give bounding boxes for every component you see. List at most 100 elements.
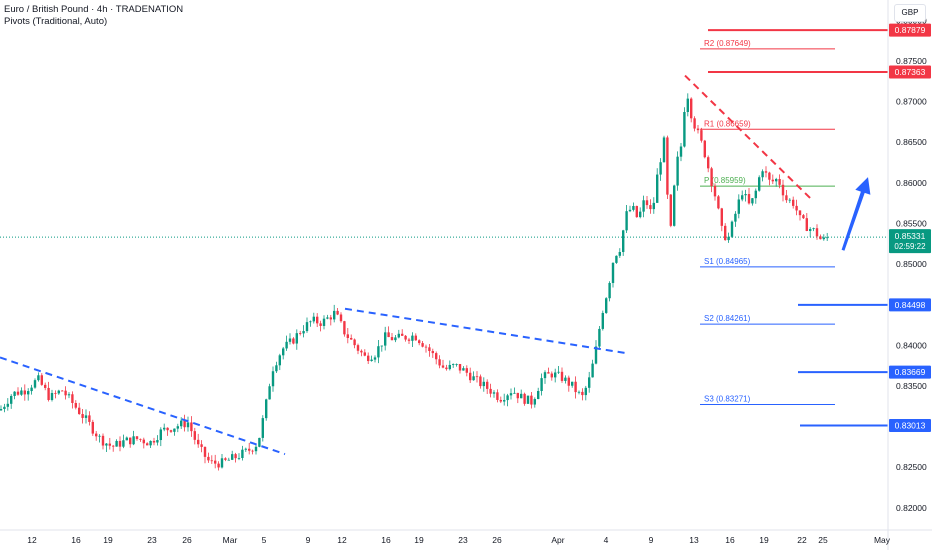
candle-body bbox=[482, 381, 485, 387]
candle-body bbox=[98, 435, 101, 437]
candle-body bbox=[642, 200, 645, 212]
candle-body bbox=[724, 225, 727, 241]
candles bbox=[0, 93, 829, 471]
x-tick-label: 25 bbox=[818, 535, 828, 545]
candle-body bbox=[78, 407, 81, 415]
candle-body bbox=[713, 186, 717, 197]
currency-button[interactable]: GBP bbox=[894, 4, 926, 22]
candle-body bbox=[234, 454, 237, 459]
candle-body bbox=[696, 128, 700, 131]
candle-body bbox=[88, 415, 91, 422]
pivot-label: S3 (0.83271) bbox=[704, 394, 751, 403]
x-tick-label: 4 bbox=[604, 535, 609, 545]
candle-body bbox=[737, 199, 740, 214]
candle-body bbox=[367, 355, 370, 362]
horizontal-levels bbox=[0, 29, 888, 427]
candle-body bbox=[309, 321, 312, 323]
candle-body bbox=[360, 350, 363, 353]
candle-body bbox=[44, 384, 47, 388]
candle-body bbox=[407, 339, 411, 341]
candle-body bbox=[656, 174, 659, 203]
candle-body bbox=[550, 373, 553, 378]
candle-body bbox=[503, 400, 506, 402]
candle-body bbox=[601, 312, 604, 329]
y-tick-label: 0.84000 bbox=[896, 340, 927, 350]
candle-body bbox=[139, 438, 142, 440]
candle-body bbox=[635, 206, 638, 218]
candle-body bbox=[135, 436, 139, 439]
candle-body bbox=[186, 422, 190, 428]
candle-body bbox=[659, 162, 662, 175]
candle-body bbox=[764, 171, 768, 173]
candle-body bbox=[414, 335, 417, 341]
candle-body bbox=[564, 377, 567, 381]
up-arrow-icon bbox=[841, 177, 871, 251]
candle-body bbox=[346, 334, 349, 338]
candle-body bbox=[492, 392, 496, 394]
x-tick-label: 13 bbox=[689, 535, 699, 545]
candle-body bbox=[452, 364, 455, 365]
candle-body bbox=[401, 333, 404, 336]
candle-body bbox=[788, 199, 791, 201]
candle-body bbox=[3, 406, 6, 410]
candle-body bbox=[533, 399, 536, 405]
candle-body bbox=[628, 209, 632, 212]
candle-body bbox=[557, 371, 560, 373]
time-axis[interactable]: 12 16 19 23 26 Mar 5 9 12 16 19 23 26 Apr 4 9 13 16 19 22 25… bbox=[27, 535, 891, 545]
candle-body bbox=[469, 372, 472, 381]
x-tick-label: Mar bbox=[223, 535, 238, 545]
candle-body bbox=[0, 409, 3, 411]
indicator-title[interactable]: Pivots (Traditional, Auto) bbox=[4, 16, 108, 27]
candle-body bbox=[662, 137, 666, 163]
current-price-label: 0.85331 bbox=[895, 231, 926, 241]
candle-body bbox=[237, 457, 241, 459]
pivot-label: P (0.85959) bbox=[704, 176, 746, 185]
y-tick-label: 0.85000 bbox=[896, 259, 927, 269]
candle-body bbox=[802, 215, 805, 219]
x-tick-label: 9 bbox=[306, 535, 311, 545]
candle-body bbox=[197, 439, 200, 445]
candle-body bbox=[554, 372, 557, 378]
candle-body bbox=[336, 310, 339, 315]
candle-body bbox=[720, 208, 723, 226]
candle-body bbox=[142, 439, 145, 444]
candle-body bbox=[180, 420, 183, 427]
candle-body bbox=[377, 346, 380, 358]
candle-body bbox=[730, 221, 734, 237]
level-price-label: 0.87363 bbox=[895, 67, 926, 77]
candle-body bbox=[571, 381, 574, 386]
candle-body bbox=[683, 111, 686, 147]
candle-body bbox=[581, 391, 584, 396]
candle-body bbox=[288, 338, 292, 342]
candle-body bbox=[435, 353, 438, 360]
candle-body bbox=[520, 393, 523, 399]
candle-body bbox=[183, 420, 186, 428]
symbol-title[interactable]: Euro / British Pound · 4h · TRADENATION bbox=[4, 4, 184, 15]
candle-body bbox=[207, 456, 210, 461]
x-tick-label: 12 bbox=[27, 535, 37, 545]
candle-body bbox=[363, 352, 366, 356]
candle-body bbox=[132, 436, 135, 445]
candle-body bbox=[292, 338, 295, 344]
candle-body bbox=[547, 372, 550, 374]
x-tick-label: 26 bbox=[182, 535, 192, 545]
chart-legend: Euro / British Pound · 4h · TRADENATION … bbox=[4, 4, 183, 28]
candle-body bbox=[751, 198, 754, 204]
x-tick-label: 12 bbox=[337, 535, 347, 545]
candle-body bbox=[509, 393, 513, 396]
bar-countdown-label: 02:59:22 bbox=[894, 242, 926, 251]
candle-body bbox=[149, 440, 152, 446]
candle-body bbox=[448, 364, 451, 370]
trend-line bbox=[0, 356, 286, 456]
candle-body bbox=[333, 310, 336, 320]
candle-body bbox=[81, 414, 84, 418]
candle-body bbox=[618, 252, 621, 256]
candle-body bbox=[608, 282, 611, 299]
candle-body bbox=[176, 426, 179, 429]
candle-body bbox=[248, 448, 251, 451]
trend-line bbox=[684, 74, 813, 201]
candle-body bbox=[574, 381, 577, 393]
candle-body bbox=[241, 449, 244, 458]
